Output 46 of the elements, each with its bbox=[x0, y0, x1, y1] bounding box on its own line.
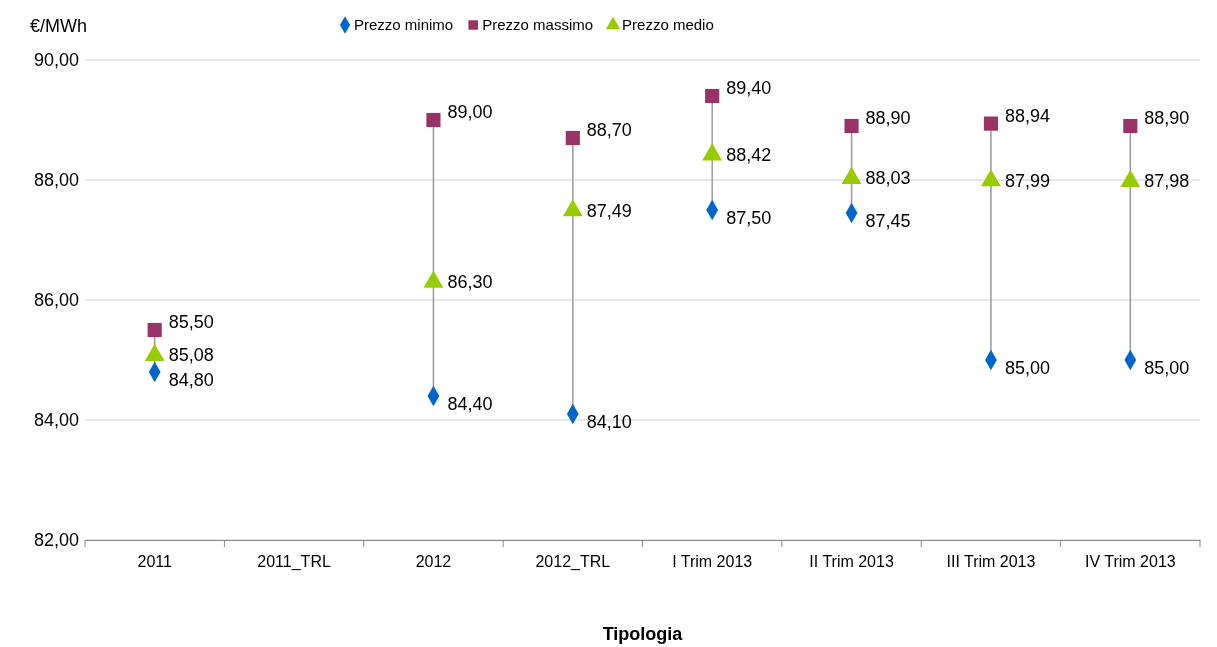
y-axis-title: €/MWh bbox=[30, 16, 88, 36]
legend-label: Prezzo medio bbox=[622, 16, 714, 33]
data-label: 84,80 bbox=[168, 370, 214, 390]
data-label: 88,94 bbox=[1004, 105, 1050, 126]
data-label: 89,40 bbox=[726, 78, 772, 98]
data-label: 84,40 bbox=[447, 394, 493, 414]
point bbox=[147, 322, 162, 338]
data-label: 85,00 bbox=[1004, 358, 1050, 378]
y-tick-label: 82,00 bbox=[33, 530, 79, 551]
x-tick-label: 2012_TRL bbox=[535, 553, 611, 572]
point bbox=[983, 116, 999, 131]
data-label: 87,98 bbox=[1144, 171, 1190, 192]
x-tick-label: IV Trim 2013 bbox=[1084, 553, 1176, 571]
x-tick-label: 2011_TRL bbox=[257, 553, 331, 572]
data-label: 87,50 bbox=[726, 208, 772, 228]
x-axis-title: Tipologia bbox=[602, 624, 684, 644]
data-label: 88,42 bbox=[726, 144, 772, 165]
data-label: 85,50 bbox=[168, 312, 214, 332]
legend-label: Prezzo minimo bbox=[354, 16, 454, 33]
x-tick-label: I Trim 2013 bbox=[672, 553, 753, 571]
y-tick-label: 84,00 bbox=[33, 410, 79, 431]
data-label: 84,10 bbox=[586, 412, 632, 432]
x-tick-label: III Trim 2013 bbox=[946, 553, 1036, 571]
x-tick-label: II Trim 2013 bbox=[809, 553, 894, 571]
legend-label: Prezzo massimo bbox=[482, 16, 594, 33]
data-label: 86,30 bbox=[447, 272, 493, 292]
data-label: 88,03 bbox=[865, 168, 911, 189]
point bbox=[705, 88, 720, 104]
point bbox=[1123, 118, 1138, 134]
point bbox=[844, 118, 859, 134]
data-label: 87,49 bbox=[586, 200, 632, 221]
point bbox=[426, 112, 441, 128]
data-label: 88,90 bbox=[1144, 108, 1190, 128]
x-tick-label: 2012 bbox=[415, 553, 452, 571]
data-label: 87,99 bbox=[1004, 170, 1050, 191]
data-label: 85,08 bbox=[168, 345, 214, 366]
data-label: 85,00 bbox=[1144, 358, 1190, 378]
data-label: 87,45 bbox=[865, 211, 911, 231]
y-tick-label: 86,00 bbox=[33, 290, 79, 311]
data-label: 88,90 bbox=[865, 108, 911, 128]
y-tick-label: 88,00 bbox=[33, 170, 79, 191]
x-tick-label: 2011 bbox=[137, 553, 172, 571]
point bbox=[565, 130, 580, 146]
data-label: 88,70 bbox=[586, 120, 632, 140]
y-tick-label: 90,00 bbox=[33, 50, 79, 71]
data-label: 89,00 bbox=[447, 102, 493, 122]
